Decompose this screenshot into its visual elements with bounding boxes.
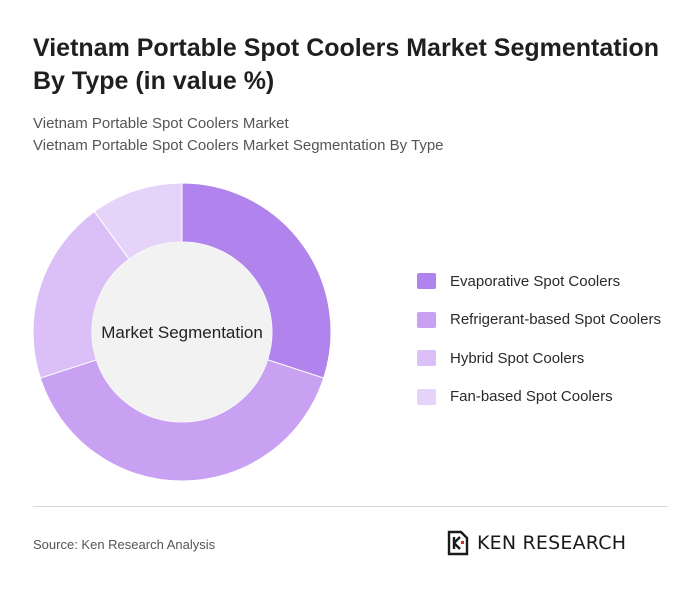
chart-subtitle: Vietnam Portable Spot Coolers Market Vie… bbox=[33, 113, 673, 157]
brand-logo: KEN RESEARCH bbox=[447, 530, 626, 556]
chart-title: Vietnam Portable Spot Coolers Market Seg… bbox=[33, 34, 660, 95]
legend-label: Fan-based Spot Coolers bbox=[450, 388, 613, 406]
legend-item: Refrigerant-based Spot Coolers bbox=[417, 301, 661, 340]
source-note: Source: Ken Research Analysis bbox=[33, 537, 216, 552]
legend-label: Hybrid Spot Coolers bbox=[450, 349, 585, 367]
subtitle-line: Vietnam Portable Spot Coolers Market bbox=[33, 115, 289, 132]
donut-hole bbox=[92, 242, 272, 422]
legend-label: Refrigerant-based Spot Coolers bbox=[450, 311, 661, 329]
legend-label: Evaporative Spot Coolers bbox=[450, 272, 621, 290]
subtitle-line: Vietnam Portable Spot Coolers Market Seg… bbox=[33, 137, 444, 154]
donut-slice-2 bbox=[39, 359, 325, 482]
footer-divider bbox=[33, 506, 668, 507]
legend-item: Fan-based Spot Coolers bbox=[417, 378, 661, 417]
legend-swatch bbox=[417, 350, 436, 367]
ken-research-logo-icon bbox=[447, 530, 469, 556]
legend-item: Evaporative Spot Coolers bbox=[417, 262, 661, 301]
logo-wordmark: KEN RESEARCH bbox=[477, 532, 627, 554]
legend-swatch bbox=[417, 273, 436, 290]
donut-slice-4 bbox=[93, 182, 183, 260]
chart-legend: Evaporative Spot Coolers Refrigerant-base… bbox=[417, 262, 661, 416]
legend-swatch bbox=[417, 311, 436, 328]
legend-item: Hybrid Spot Coolers bbox=[417, 339, 661, 378]
legend-swatch bbox=[417, 388, 436, 405]
donut-center-label: Market Segmentation bbox=[101, 323, 263, 342]
